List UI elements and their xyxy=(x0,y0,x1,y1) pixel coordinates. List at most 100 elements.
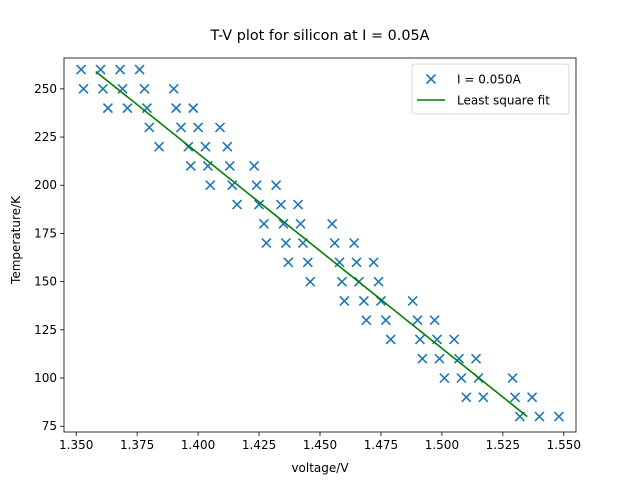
marker-stroke xyxy=(553,411,564,422)
y-tick-label: 150 xyxy=(34,275,57,289)
data-point xyxy=(329,238,340,249)
data-point xyxy=(102,103,113,114)
legend-box xyxy=(411,63,570,115)
data-point xyxy=(507,372,518,384)
marker-stroke xyxy=(305,276,316,287)
data-point xyxy=(292,199,304,210)
marker-stroke xyxy=(214,122,226,133)
data-point xyxy=(134,64,145,75)
marker-stroke xyxy=(251,180,262,191)
data-point xyxy=(117,83,128,94)
plot-area: 1.350 1.375 1.400 1.425 1.450 1.475 1.500 1.525… xyxy=(34,57,581,452)
data-point xyxy=(171,103,182,114)
data-point xyxy=(278,218,289,229)
marker-stroke xyxy=(456,372,467,384)
marker-stroke xyxy=(425,73,437,85)
data-point xyxy=(144,122,155,133)
marker-stroke xyxy=(361,315,372,326)
data-point xyxy=(461,392,472,403)
data-point xyxy=(358,295,369,306)
marker-stroke xyxy=(76,64,87,75)
marker-stroke xyxy=(283,257,294,268)
data-point xyxy=(232,199,243,210)
data-point xyxy=(168,83,179,94)
data-point xyxy=(224,160,235,172)
marker-stroke xyxy=(461,392,472,403)
marker-stroke xyxy=(407,295,418,306)
marker-stroke xyxy=(373,276,384,287)
data-point xyxy=(417,353,428,364)
data-point xyxy=(251,180,262,191)
data-point xyxy=(327,218,338,229)
data-point xyxy=(470,353,482,364)
data-point xyxy=(361,315,372,326)
marker-stroke xyxy=(280,238,291,249)
data-point xyxy=(200,141,211,152)
marker-stroke xyxy=(171,103,182,114)
legend-marker-icon xyxy=(425,73,437,85)
data-point xyxy=(305,276,316,287)
marker-stroke xyxy=(453,353,465,364)
data-point xyxy=(271,180,282,191)
data-point xyxy=(339,295,350,306)
x-tick-label: 1.425 xyxy=(242,438,276,452)
marker-stroke xyxy=(205,180,216,191)
x-tick-label: 1.400 xyxy=(181,438,215,452)
marker-stroke xyxy=(97,83,109,94)
y-tick-label: 225 xyxy=(34,130,57,144)
marker-stroke xyxy=(222,141,233,152)
marker-stroke xyxy=(295,218,306,229)
data-point xyxy=(336,276,348,287)
data-point xyxy=(97,83,109,94)
marker-stroke xyxy=(417,353,428,364)
marker-stroke xyxy=(534,411,545,422)
data-point xyxy=(154,141,165,152)
fit-line xyxy=(95,70,528,418)
data-point xyxy=(222,141,233,152)
marker-stroke xyxy=(115,64,126,75)
marker-stroke xyxy=(449,334,460,345)
marker-stroke xyxy=(188,103,199,114)
data-point xyxy=(434,353,445,364)
marker-stroke xyxy=(175,122,187,133)
marker-stroke xyxy=(334,257,345,268)
marker-stroke xyxy=(117,83,128,94)
marker-stroke xyxy=(271,180,282,191)
data-point xyxy=(351,257,362,268)
marker-stroke xyxy=(385,334,396,345)
data-point xyxy=(453,353,465,364)
marker-stroke xyxy=(439,372,450,384)
data-point xyxy=(302,257,313,268)
marker-stroke xyxy=(509,392,521,403)
data-point xyxy=(349,238,360,249)
marker-stroke xyxy=(349,238,360,249)
data-point xyxy=(193,122,204,133)
data-point xyxy=(139,83,150,94)
marker-stroke xyxy=(329,238,340,249)
data-point xyxy=(78,83,89,94)
data-point xyxy=(380,315,391,326)
marker-stroke xyxy=(470,353,482,364)
data-point xyxy=(449,334,460,345)
data-point xyxy=(76,64,87,75)
data-point xyxy=(175,122,187,133)
marker-stroke xyxy=(292,199,304,210)
data-point xyxy=(553,411,564,422)
marker-stroke xyxy=(429,315,440,326)
marker-stroke xyxy=(193,122,204,133)
data-point xyxy=(527,392,538,403)
data-point xyxy=(227,180,238,191)
legend-label: Least square fit xyxy=(457,94,550,108)
marker-stroke xyxy=(275,199,287,210)
y-tick-label: 250 xyxy=(34,82,57,96)
marker-stroke xyxy=(185,160,196,172)
marker-stroke xyxy=(412,315,423,326)
data-point xyxy=(439,372,450,384)
marker-stroke xyxy=(139,83,150,94)
marker-stroke xyxy=(258,218,269,229)
data-point xyxy=(205,180,216,191)
data-point xyxy=(185,160,196,172)
data-point xyxy=(141,103,152,114)
marker-stroke xyxy=(339,295,350,306)
data-point xyxy=(283,257,294,268)
